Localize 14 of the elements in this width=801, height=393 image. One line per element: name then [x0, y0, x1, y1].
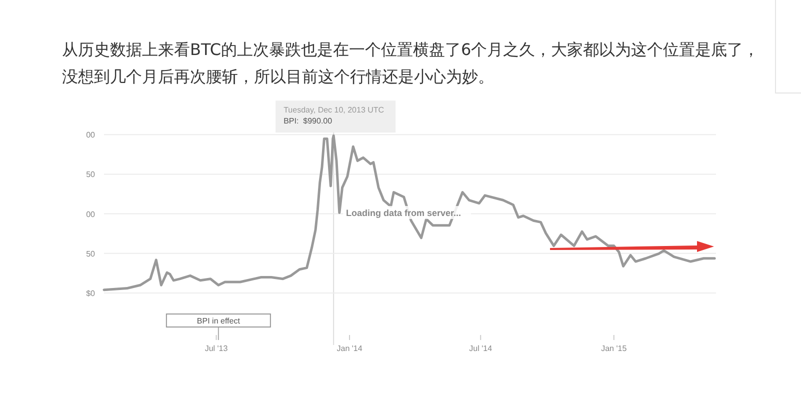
- text: $0: [86, 289, 96, 298]
- x-tick-label: Jul '14: [469, 344, 493, 353]
- x-tick-label: Jul '13: [204, 344, 228, 353]
- chart-title: 从历史数据上来看BTC的上次暴跌也是在一个位置横盘了6个月之久，大家都以为这个位置是底了，没想到几个月后再次腰斩，所以目前这个行情还是小心为妙。: [62, 39, 760, 88]
- annotation: Tuesday, Dec 10, 2013 UTC: [284, 106, 384, 115]
- x-tick-label: Jan '15: [601, 344, 628, 353]
- text: 50: [86, 170, 96, 180]
- text: 50: [86, 249, 96, 258]
- annotation: BPI in effect: [196, 316, 241, 326]
- x-tick-label: Jan '14: [336, 344, 363, 353]
- text: 00: [86, 210, 96, 219]
- annotation: BPI: $990.00: [284, 116, 333, 126]
- text: 00: [86, 130, 96, 140]
- annotation: Loading data from server...: [346, 208, 462, 218]
